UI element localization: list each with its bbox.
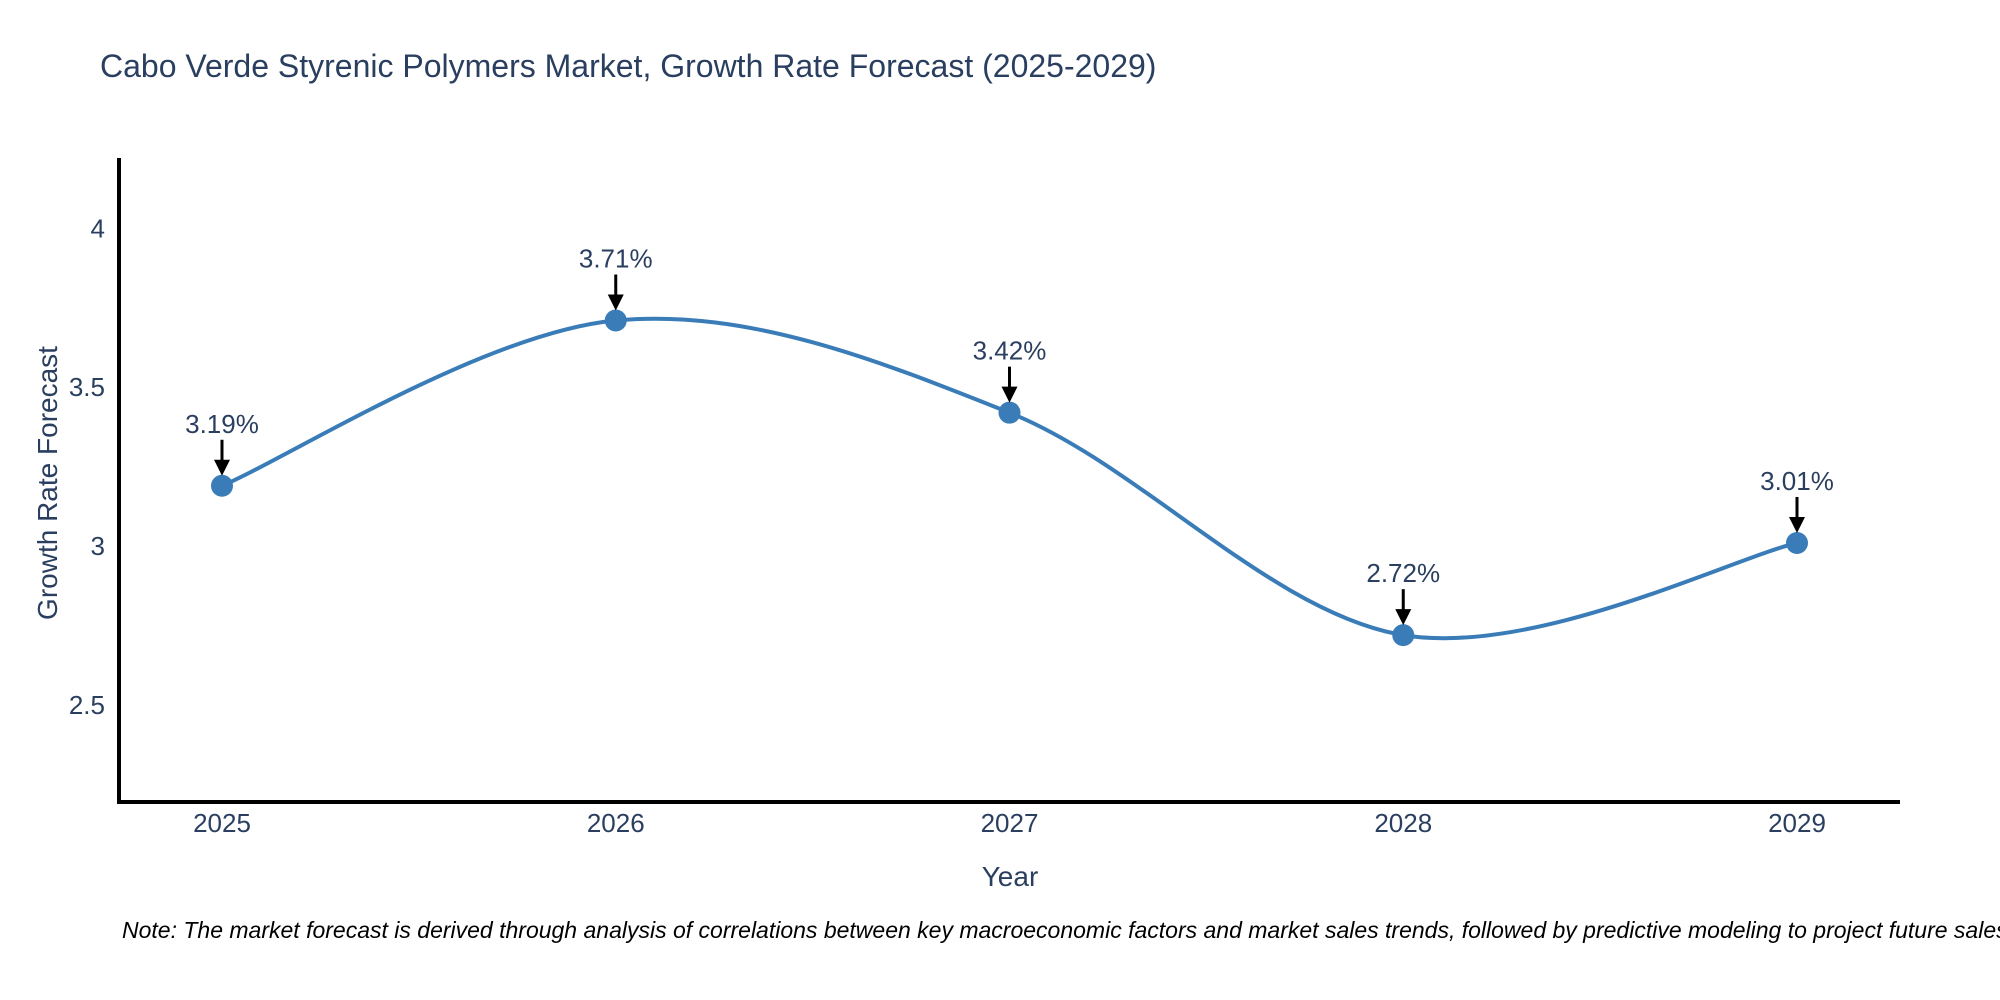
x-tick-label: 2026 [587,808,645,838]
trend-line [220,316,1799,641]
x-tick-label: 2029 [1768,808,1826,838]
data-point-marker [1786,531,1808,554]
point-annotation-label: 2.72% [1366,558,1440,588]
y-tick-label: 3 [91,531,105,561]
point-annotation-label: 3.42% [973,336,1047,366]
point-annotation-label: 3.71% [579,244,653,274]
annotation-arrowhead [214,459,230,476]
x-tick-label: 2027 [981,808,1039,838]
x-tick-label: 2025 [193,808,251,838]
chart-title: Cabo Verde Styrenic Polymers Market, Gro… [100,48,1157,84]
point-annotation-label: 3.01% [1760,466,1834,496]
x-tick-label: 2028 [1374,808,1432,838]
y-tick-label: 3.5 [69,372,105,402]
data-point-marker [604,309,627,332]
data-point-marker [211,474,233,497]
chart-note: Note: The market forecast is derived thr… [122,917,2000,943]
annotation-arrowhead [607,294,624,311]
point-annotation-label: 3.19% [185,409,259,439]
annotation-arrowhead [1789,516,1805,533]
y-tick-label: 4 [91,213,105,243]
data-point-marker [1392,624,1415,647]
y-axis-title: Growth Rate Forecast [32,346,63,620]
y-tick-label: 2.5 [69,690,105,720]
x-axis-title: Year [981,861,1039,892]
data-point-marker [998,401,1021,424]
annotation-arrowhead [1001,386,1018,403]
annotation-arrowhead [1395,609,1412,626]
